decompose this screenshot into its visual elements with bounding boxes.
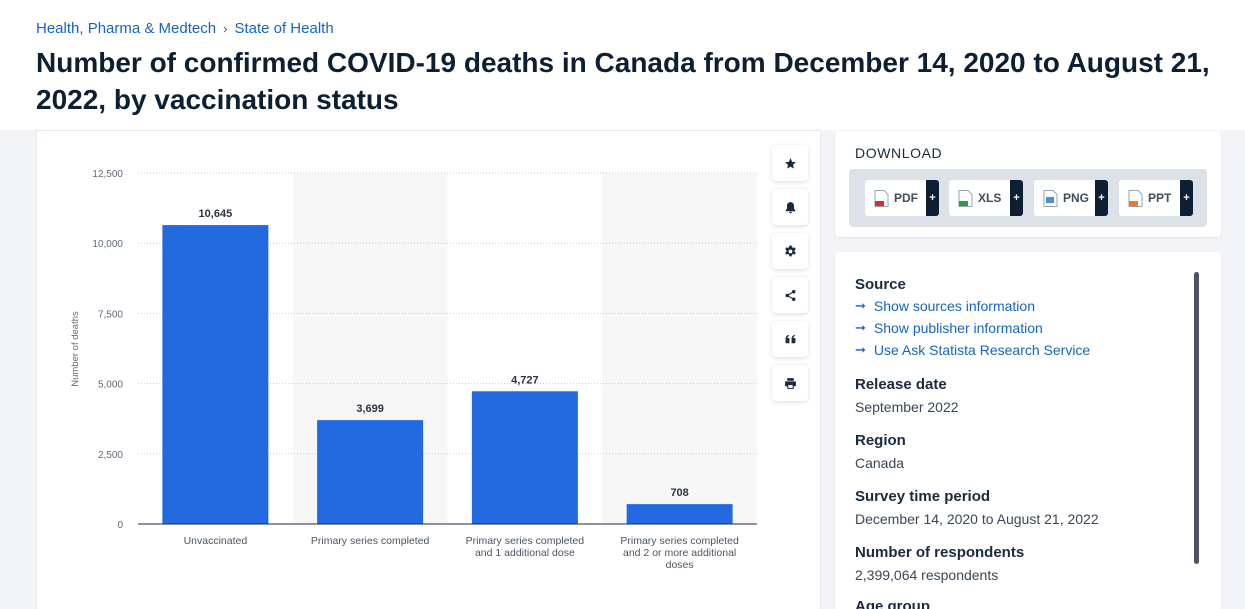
x-tick-label: Primary series completed and 1 additional… <box>466 535 585 559</box>
plus-icon: + <box>1095 180 1108 216</box>
settings-button[interactable] <box>772 233 808 269</box>
pdf-file-icon <box>874 189 889 207</box>
x-tick-label: Primary series completed and 2 or more ad… <box>620 535 739 571</box>
bar <box>162 225 269 524</box>
share-button[interactable] <box>772 277 808 313</box>
show-sources-link[interactable]: ➞ Show sources information <box>855 298 1035 314</box>
value-label: 10,645 <box>199 208 233 220</box>
chevron-right-icon: › <box>223 21 228 36</box>
bars <box>162 225 733 524</box>
y-tick-label: 7,500 <box>98 309 123 320</box>
x-tick-label: Unvaccinated <box>184 535 248 547</box>
page-header: Health, Pharma & Medtech › State of Heal… <box>0 0 1245 130</box>
share-icon <box>785 289 795 301</box>
x-tick-label-line: and 1 additional dose <box>475 547 575 559</box>
star-icon <box>784 157 796 169</box>
print-icon <box>784 377 796 389</box>
xls-file-icon <box>958 189 973 207</box>
download-png-button[interactable]: PNG + <box>1034 180 1108 216</box>
y-axis-ticks: 0 2,500 5,000 7,500 10,000 12,500 <box>92 169 123 531</box>
notification-button[interactable] <box>772 189 808 225</box>
x-tick-label-line: Primary series completed <box>311 535 430 547</box>
page-title: Number of confirmed COVID-19 deaths in C… <box>36 47 1210 115</box>
survey-period-value: December 14, 2020 to August 21, 2022 <box>855 511 1099 527</box>
scrollbar[interactable] <box>1194 272 1199 564</box>
x-axis-labels: Unvaccinated Primary series completed Prim… <box>184 535 739 571</box>
arrow-right-icon: ➞ <box>855 298 866 313</box>
show-publisher-label: Show publisher information <box>873 320 1043 336</box>
grid-lines <box>138 172 757 455</box>
x-tick-label-line: doses <box>666 559 694 571</box>
x-tick-label-line: and 2 or more additional <box>623 547 736 559</box>
age-group-heading: Age group <box>855 598 930 609</box>
category-band <box>602 173 757 524</box>
respondents-heading: Number of respondents <box>855 544 1025 561</box>
bell-icon <box>785 201 795 213</box>
y-tick-label: 0 <box>117 520 123 531</box>
x-tick-label-line: Unvaccinated <box>184 535 248 547</box>
download-pdf-button[interactable]: PDF + <box>865 180 939 216</box>
y-tick-label: 2,500 <box>98 450 123 461</box>
chart-toolbar <box>772 145 808 409</box>
release-date-value: September 2022 <box>855 399 959 415</box>
download-ppt-button[interactable]: PPT + <box>1119 180 1193 216</box>
cite-button[interactable] <box>772 321 808 357</box>
bar <box>626 504 733 524</box>
survey-period-heading: Survey time period <box>855 488 991 505</box>
x-tick-label-line: Primary series completed <box>466 535 585 547</box>
download-xls-button[interactable]: XLS + <box>949 180 1023 216</box>
arrow-right-icon: ➞ <box>855 320 866 335</box>
y-tick-label: 5,000 <box>98 380 123 391</box>
plus-icon: + <box>1180 180 1193 216</box>
value-label: 3,699 <box>356 403 384 415</box>
chart-card: 0 2,500 5,000 7,500 10,000 12,500 10,645 3,699… <box>36 130 821 609</box>
source-heading: Source <box>855 276 906 293</box>
download-button-bar: PDF + XLS + PNG + PPT + <box>849 169 1207 227</box>
breadcrumb: Health, Pharma & Medtech › State of Heal… <box>36 20 334 37</box>
gear-icon <box>784 245 796 256</box>
download-ppt-label: PPT <box>1148 191 1172 205</box>
favorite-button[interactable] <box>772 145 808 181</box>
value-label: 708 <box>670 487 688 499</box>
research-service-link[interactable]: ➞ Use Ask Statista Research Service <box>855 342 1090 358</box>
y-axis-label: Number of deaths <box>70 311 81 387</box>
download-card: DOWNLOAD PDF + XLS + PNG + PPT + <box>835 131 1221 237</box>
respondents-value: 2,399,064 respondents <box>855 567 999 583</box>
x-tick-label-line: Primary series completed <box>620 535 739 547</box>
download-pdf-label: PDF <box>894 191 918 205</box>
x-tick-label: Primary series completed <box>311 535 430 547</box>
plus-icon: + <box>926 180 939 216</box>
show-sources-label: Show sources information <box>873 298 1035 314</box>
research-service-label: Use Ask Statista Research Service <box>873 342 1091 358</box>
breadcrumb-category[interactable]: Health, Pharma & Medtech <box>36 20 217 37</box>
download-png-label: PNG <box>1063 191 1090 205</box>
arrow-right-icon: ➞ <box>855 342 866 357</box>
bar <box>317 420 424 524</box>
y-tick-label: 10,000 <box>92 239 123 250</box>
ppt-file-icon <box>1128 189 1143 207</box>
value-label: 4,727 <box>511 374 539 386</box>
png-file-icon <box>1043 189 1058 207</box>
y-tick-label: 12,500 <box>92 169 123 180</box>
info-card: Source ➞ Show sources information ➞ Show… <box>835 252 1221 609</box>
breadcrumb-subcategory[interactable]: State of Health <box>234 20 334 37</box>
download-title: DOWNLOAD <box>855 145 943 161</box>
region-value: Canada <box>855 455 905 471</box>
print-button[interactable] <box>772 365 808 401</box>
plus-icon: + <box>1010 180 1023 216</box>
region-heading: Region <box>855 432 906 449</box>
bar <box>471 391 578 524</box>
value-labels: 10,645 3,699 4,727 708 <box>199 208 689 499</box>
download-xls-label: XLS <box>978 191 1002 205</box>
quote-icon <box>785 334 795 343</box>
show-publisher-link[interactable]: ➞ Show publisher information <box>855 320 1043 336</box>
bar-chart: 0 2,500 5,000 7,500 10,000 12,500 10,645 3,699… <box>70 169 757 571</box>
release-date-heading: Release date <box>855 376 947 393</box>
